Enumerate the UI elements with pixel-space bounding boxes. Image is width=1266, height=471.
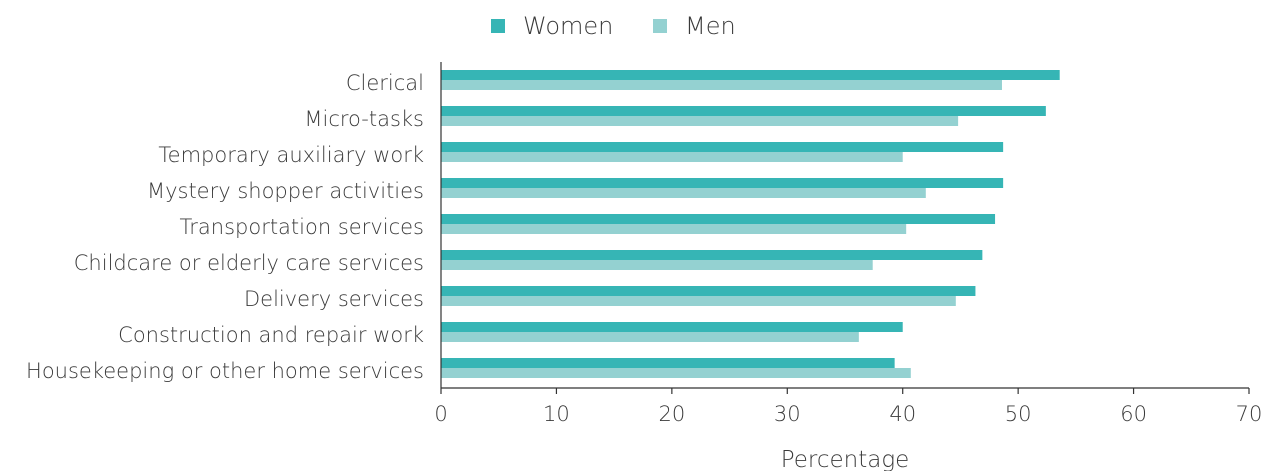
- bar-men-9: [441, 368, 911, 378]
- legend-label-women: Women: [523, 12, 613, 40]
- bar-men-7: [441, 296, 956, 306]
- category-label: Housekeeping or other home services: [26, 359, 424, 383]
- x-tick-label: 10: [543, 402, 570, 426]
- bar-men-3: [441, 152, 903, 162]
- category-label: Temporary auxiliary work: [158, 143, 424, 167]
- bars: [441, 70, 1060, 378]
- x-tick-label: 20: [658, 402, 685, 426]
- bar-women-5: [441, 214, 996, 224]
- bar-men-2: [441, 116, 959, 126]
- legend-swatch-men: [653, 19, 667, 33]
- x-tick-label: 0: [434, 402, 447, 426]
- x-axis: 0 10 20 30 40 50 60 70: [434, 387, 1263, 426]
- bar-men-8: [441, 332, 859, 342]
- bar-women-7: [441, 286, 976, 296]
- legend: Women Men: [491, 12, 736, 40]
- x-tick-label: 40: [889, 402, 916, 426]
- bar-men-6: [441, 260, 873, 270]
- category-label: Transportation services: [180, 215, 424, 239]
- x-tick-label: 30: [774, 402, 801, 426]
- bar-men-1: [441, 80, 1002, 90]
- category-labels: Clerical Micro-tasks Temporary auxiliary w…: [26, 71, 424, 383]
- bar-women-4: [441, 178, 1004, 188]
- legend-label-men: Men: [685, 12, 736, 40]
- bar-men-5: [441, 224, 907, 234]
- category-label: Delivery services: [244, 287, 424, 311]
- bar-women-2: [441, 106, 1046, 116]
- x-axis-label: Percentage: [781, 447, 910, 471]
- category-label: Mystery shopper activities: [147, 179, 424, 203]
- bar-men-4: [441, 188, 926, 198]
- category-label: Construction and repair work: [118, 323, 424, 347]
- legend-swatch-women: [491, 19, 505, 33]
- x-tick-label: 50: [1005, 402, 1032, 426]
- category-label: Clerical: [346, 71, 424, 95]
- bar-women-6: [441, 250, 983, 260]
- x-tick-label: 70: [1236, 402, 1263, 426]
- bar-women-8: [441, 322, 903, 332]
- bar-women-3: [441, 142, 1004, 152]
- category-label: Micro-tasks: [304, 107, 424, 131]
- bar-women-9: [441, 358, 895, 368]
- category-label: Childcare or elderly care services: [74, 251, 424, 275]
- bar-women-1: [441, 70, 1060, 80]
- x-tick-label: 60: [1120, 402, 1147, 426]
